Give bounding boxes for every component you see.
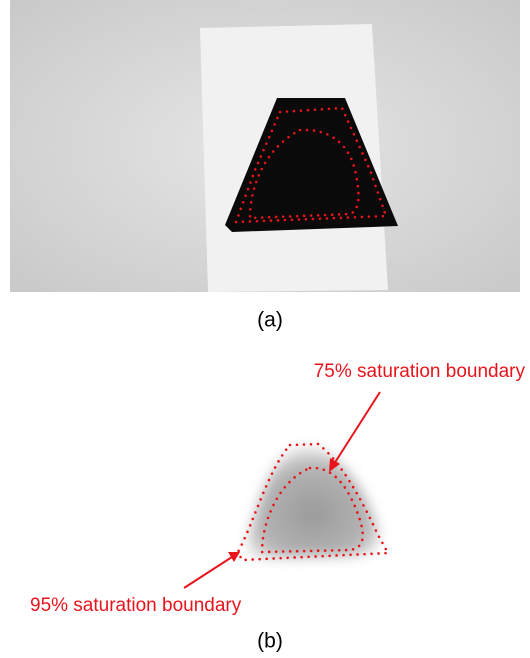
annotation: 75% saturation boundary (314, 361, 526, 382)
figure: (a) 75% saturation boundary 95% saturati… (0, 0, 530, 658)
caption: (a) (257, 309, 283, 332)
caption: (b) (257, 630, 283, 653)
annotation: 95% saturation boundary (30, 595, 242, 616)
photo-a (10, 0, 520, 292)
page: (a) 75% saturation boundary 95% saturati… (0, 0, 530, 658)
image-b (184, 392, 388, 588)
